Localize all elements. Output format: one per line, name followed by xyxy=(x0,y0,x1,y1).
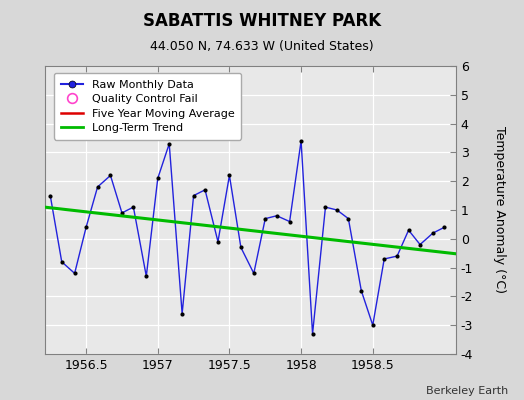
Text: SABATTIS WHITNEY PARK: SABATTIS WHITNEY PARK xyxy=(143,12,381,30)
Text: Berkeley Earth: Berkeley Earth xyxy=(426,386,508,396)
Legend: Raw Monthly Data, Quality Control Fail, Five Year Moving Average, Long-Term Tren: Raw Monthly Data, Quality Control Fail, … xyxy=(54,73,242,140)
Text: 44.050 N, 74.633 W (United States): 44.050 N, 74.633 W (United States) xyxy=(150,40,374,53)
Y-axis label: Temperature Anomaly (°C): Temperature Anomaly (°C) xyxy=(493,126,506,294)
